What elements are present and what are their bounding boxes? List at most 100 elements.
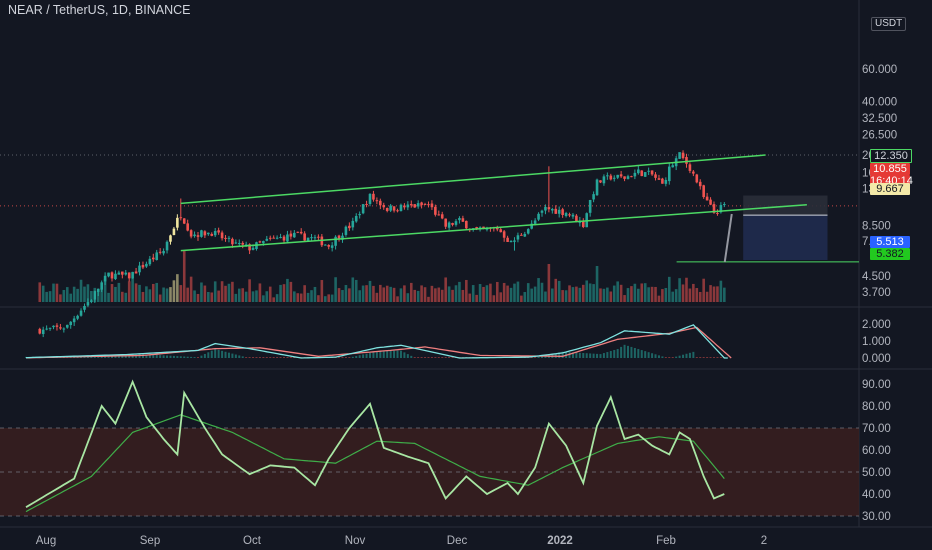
- candle-body: [358, 214, 361, 216]
- volume-bar: [169, 287, 172, 302]
- volume-bar: [475, 294, 478, 302]
- candle-body: [619, 174, 623, 177]
- volume-bar: [41, 285, 45, 302]
- candle-body: [55, 325, 59, 327]
- price-tick-label: 60.000: [862, 64, 897, 76]
- candle-body: [647, 170, 650, 172]
- candle-body: [248, 244, 251, 251]
- volume-bar: [224, 285, 227, 302]
- macd-histogram-bar: [675, 356, 678, 358]
- candle-body: [671, 165, 675, 168]
- candle-body: [275, 237, 279, 239]
- macd-histogram-bar: [382, 350, 385, 358]
- candle-body: [59, 327, 62, 329]
- candle-body: [709, 199, 712, 205]
- macd-histogram-bar: [141, 354, 144, 358]
- macd-histogram-bar: [190, 356, 193, 358]
- volume-bar: [145, 286, 148, 302]
- volume-bar: [592, 284, 595, 302]
- macd-histogram-bar: [541, 356, 543, 358]
- candle-body: [365, 203, 368, 205]
- price-tick-label: 32.500: [862, 113, 897, 125]
- volume-bar: [698, 291, 702, 302]
- candle-body: [100, 282, 103, 290]
- macd-histogram-bar: [135, 354, 138, 358]
- volume-bar: [234, 293, 238, 302]
- price-tick-label: 40.000: [862, 97, 897, 109]
- volume-bar: [465, 279, 468, 302]
- volume-bar: [492, 295, 496, 302]
- candle-body: [158, 251, 162, 253]
- volume-bar: [396, 296, 399, 302]
- candle-body: [176, 217, 179, 228]
- candle-body: [368, 193, 372, 204]
- volume-bar: [165, 288, 169, 302]
- volume-bar: [702, 278, 705, 302]
- channel-lower-line[interactable]: [180, 204, 807, 252]
- macd-histogram-bar: [568, 352, 571, 358]
- candle-body: [650, 170, 654, 175]
- channel-upper-line[interactable]: [180, 154, 766, 205]
- volume-bar: [575, 286, 578, 302]
- macd-histogram-bar: [152, 354, 155, 358]
- volume-bar: [354, 279, 358, 302]
- volume-bar: [310, 290, 313, 302]
- candle-body: [241, 242, 245, 245]
- candle-body: [45, 328, 48, 330]
- volume-bar: [695, 288, 699, 302]
- volume-bar: [244, 291, 248, 302]
- time-tick-label: Feb: [656, 535, 676, 547]
- volume-bar: [413, 289, 417, 302]
- volume-bar: [416, 290, 420, 302]
- candle-body: [427, 204, 430, 206]
- time-tick-label: 2: [761, 535, 767, 547]
- candle-body: [155, 252, 159, 260]
- candle-body: [637, 169, 640, 174]
- candle-body: [712, 204, 716, 213]
- volume-bar: [272, 297, 275, 302]
- macd-histogram-bar: [379, 351, 382, 358]
- macd-histogram-bar: [537, 356, 540, 358]
- macd-histogram-bar: [369, 352, 371, 358]
- volume-bar: [674, 289, 678, 302]
- candle-body: [258, 241, 262, 243]
- volume-bar: [344, 285, 348, 302]
- macd-histogram-bar: [657, 355, 660, 358]
- macd-histogram-bar: [410, 355, 413, 358]
- macd-histogram-bar: [128, 355, 131, 358]
- candle-body: [348, 225, 351, 229]
- macd-histogram-bar: [231, 353, 234, 358]
- macd-histogram-bar: [706, 357, 709, 358]
- volume-bar: [151, 283, 155, 302]
- candle-body: [65, 324, 69, 328]
- short-target-zone[interactable]: [743, 215, 828, 261]
- candle-body: [313, 237, 317, 239]
- candle-body: [506, 237, 509, 242]
- volume-bar: [719, 280, 723, 302]
- candle-body: [461, 218, 465, 222]
- macd-histogram-bar: [269, 357, 272, 358]
- candle-body: [716, 212, 719, 214]
- macd-histogram-bar: [719, 357, 722, 358]
- candle-body: [224, 237, 227, 239]
- macd-histogram-bar: [197, 357, 199, 358]
- macd-histogram-bar: [255, 357, 258, 358]
- candle-body: [38, 328, 42, 334]
- volume-bar: [612, 285, 616, 302]
- candle-body: [523, 233, 527, 237]
- volume-bar: [385, 285, 389, 302]
- short-stop-zone[interactable]: [743, 195, 828, 216]
- candle-body: [131, 271, 134, 279]
- time-tick-label: Aug: [36, 535, 56, 547]
- macd-histogram-bar: [585, 353, 588, 358]
- time-tick-label: 2022: [547, 535, 573, 547]
- volume-bar: [313, 286, 317, 302]
- macd-histogram-bar: [616, 348, 619, 358]
- currency-badge[interactable]: USDT: [871, 17, 907, 31]
- candle-body: [616, 174, 619, 178]
- volume-bar: [182, 250, 186, 302]
- macd-histogram-bar: [654, 354, 657, 358]
- macd-histogram-bar: [596, 353, 599, 358]
- candle-body: [227, 237, 231, 239]
